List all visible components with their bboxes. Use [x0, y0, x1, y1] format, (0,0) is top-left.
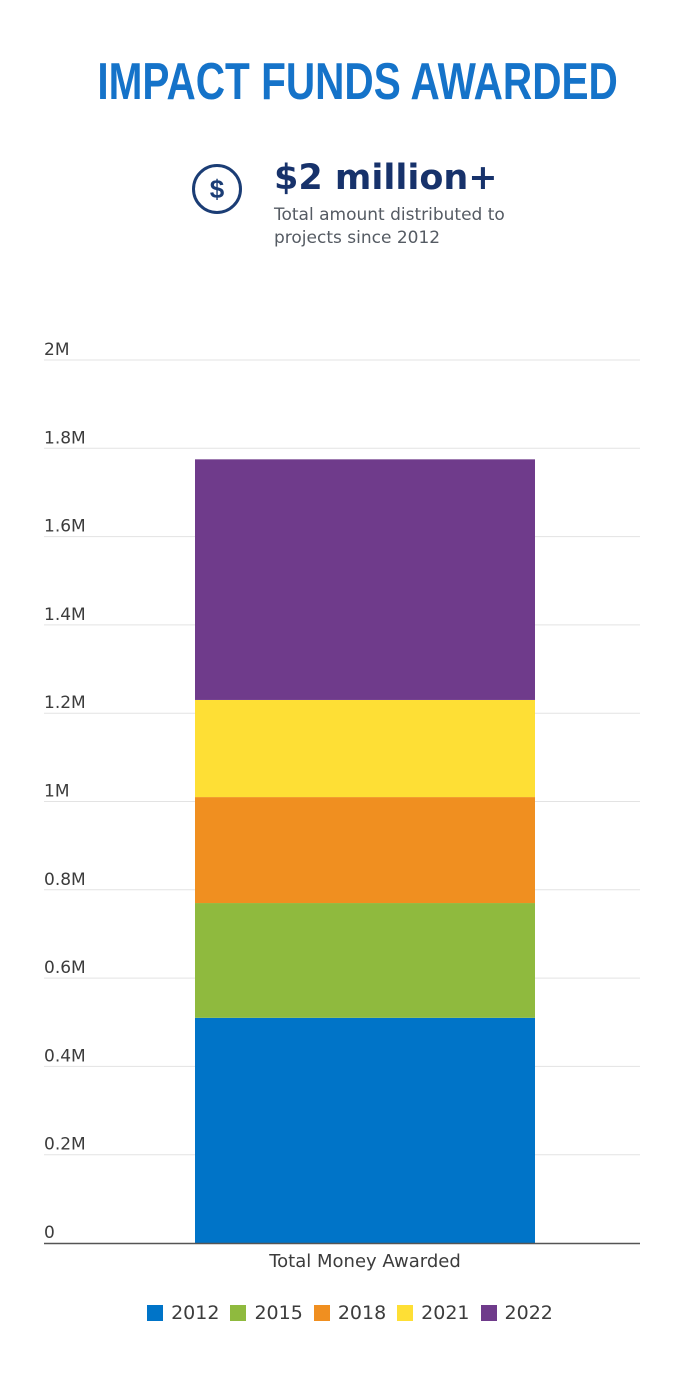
y-tick-label: 0.6M: [44, 958, 86, 978]
y-tick-label: 0: [44, 1223, 55, 1243]
bar-segment-2018: [195, 797, 535, 904]
legend-swatch: [397, 1305, 414, 1321]
legend-label: 2018: [337, 1302, 387, 1324]
legend-swatch: [480, 1305, 497, 1321]
legend-item-2015: 2015: [230, 1302, 303, 1324]
legend-label: 2015: [254, 1302, 303, 1324]
legend-item-2012: 2012: [147, 1302, 219, 1324]
stat-value: $2 million+: [274, 158, 498, 198]
x-category-label: Total Money Awarded: [268, 1251, 461, 1272]
legend-item-2021: 2021: [397, 1302, 470, 1324]
y-tick-label: 0.2M: [44, 1135, 86, 1155]
legend-swatch: [313, 1305, 330, 1321]
y-tick-label: 1.8M: [44, 428, 86, 448]
y-tick-label: 0.4M: [44, 1046, 86, 1066]
y-tick-label: 0.8M: [44, 870, 86, 890]
legend-item-2018: 2018: [313, 1302, 387, 1324]
stat-description: Total amount distributed to projects sin…: [274, 205, 505, 248]
legend-label: 2021: [421, 1302, 470, 1324]
bar-segment-2012: [195, 1017, 535, 1243]
legend-swatch: [230, 1305, 247, 1321]
stacked-bar-chart: 0 0.2M 0.4M 0.6M 0.8M 1M 1.2M 1.4M 1.6M 1.8M 2M Tot…: [44, 340, 640, 1272]
legend-label: 2012: [171, 1302, 220, 1324]
bar-segment-2021: [195, 699, 535, 798]
y-tick-label: 1.6M: [44, 517, 86, 537]
y-tick-label: 2M: [44, 340, 69, 360]
page-title: IMPACT FUNDS AWARDED: [97, 53, 618, 111]
bar-segment-2015: [195, 903, 535, 1018]
dollar-circle-icon: $: [192, 164, 242, 214]
legend-label: 2022: [504, 1302, 553, 1324]
total-funds-stat: $ $2 million+ Total amount distributed t…: [192, 156, 572, 256]
y-tick-label: 1.4M: [44, 605, 86, 625]
legend-item-2022: 2022: [480, 1302, 553, 1324]
bar-segment-2022: [195, 459, 535, 700]
legend-swatch: [147, 1305, 164, 1321]
y-tick-label: 1.2M: [44, 693, 86, 713]
y-tick-label: 1M: [44, 782, 69, 802]
chart-legend: 2012 2015 2018 2021 2022: [0, 1298, 700, 1328]
